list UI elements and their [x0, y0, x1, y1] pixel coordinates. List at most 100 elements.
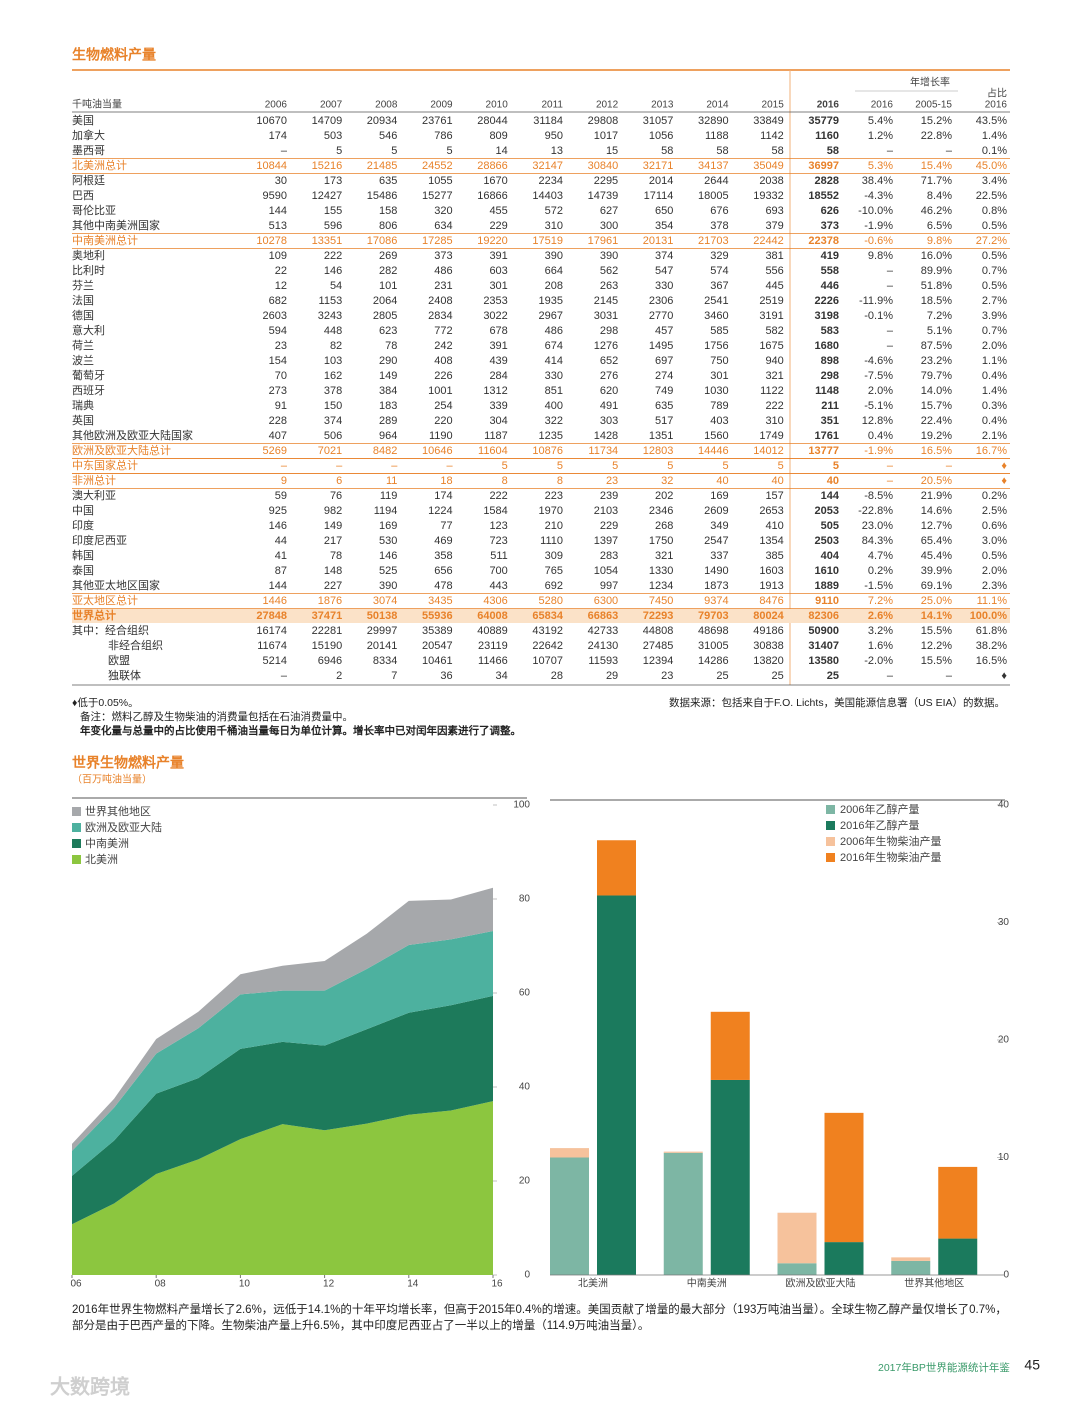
cell: 228 — [269, 415, 287, 427]
cell: 448 — [324, 325, 342, 337]
cell: -4.6% — [864, 355, 893, 367]
cell: 407 — [269, 430, 287, 442]
cell: 511 — [490, 550, 508, 562]
cell: 4306 — [483, 595, 507, 607]
cell: 301 — [710, 370, 728, 382]
cell: 22.4% — [921, 415, 952, 427]
cell: 32147 — [532, 160, 563, 172]
cell: 69.1% — [921, 580, 952, 592]
cell: 210 — [545, 520, 563, 532]
cell: – — [887, 670, 894, 682]
cell: 925 — [269, 505, 287, 517]
cell: 11 — [386, 475, 397, 487]
cell: 594 — [269, 325, 287, 337]
cell: 5.4% — [868, 115, 893, 127]
row-label: 欧盟 — [108, 654, 130, 667]
summary-paragraph: 2016年世界生物燃料产量增长了2.6%，远低于14.1%的十年平均增长率，但高… — [72, 1304, 1007, 1332]
cell: 478 — [434, 580, 452, 592]
cell: 1190 — [429, 430, 453, 442]
cell: 2967 — [539, 310, 563, 322]
column-header: 2010 — [486, 100, 509, 111]
row-label: 中南美洲总计 — [72, 233, 138, 247]
cell: 22642 — [532, 640, 563, 652]
row-label: 北美洲总计 — [72, 158, 127, 172]
cell: – — [281, 145, 288, 157]
cell: 17114 — [644, 190, 674, 202]
cell: 22.8% — [921, 130, 952, 142]
cell: – — [281, 460, 288, 472]
cell: 2103 — [594, 505, 618, 517]
area-series — [72, 1101, 493, 1275]
cell: 14 — [496, 145, 508, 157]
cell: 14012 — [753, 445, 784, 457]
legend-label: 2016年乙醇产量 — [840, 818, 919, 832]
cell: 556 — [765, 265, 783, 277]
cell: 3460 — [704, 310, 728, 322]
cell: 457 — [655, 325, 673, 337]
cell: 2.1% — [982, 430, 1007, 442]
cell: 3198 — [815, 310, 839, 322]
cell: 634 — [434, 220, 452, 232]
cell: 44 — [275, 535, 287, 547]
cell: 8334 — [373, 655, 397, 667]
cell: 82306 — [808, 610, 839, 622]
bar-segment — [710, 1011, 750, 1080]
cell: 10278 — [256, 235, 287, 247]
cell: 15277 — [422, 190, 453, 202]
cell: 20547 — [422, 640, 453, 652]
legend-swatch — [72, 823, 81, 832]
cell: 28 — [551, 670, 563, 682]
row-label: 墨西哥 — [72, 144, 105, 157]
cell: 19220 — [477, 235, 508, 247]
cell: 9 — [281, 475, 287, 487]
cell: 303 — [600, 415, 618, 427]
cell: 30 — [275, 175, 287, 187]
cell: 7021 — [318, 445, 342, 457]
legend-swatch — [826, 853, 835, 862]
cell: 403 — [710, 415, 728, 427]
cell: 1495 — [649, 340, 673, 352]
cell: 390 — [379, 580, 397, 592]
cell: 1030 — [704, 385, 728, 397]
cell: 91 — [275, 400, 287, 412]
cell: 772 — [434, 325, 452, 337]
cell: 1235 — [539, 430, 563, 442]
cell: 25 — [827, 670, 839, 682]
cell: 77 — [440, 520, 452, 532]
cell: 12803 — [643, 445, 674, 457]
cell: – — [391, 460, 398, 472]
x-tick-label: 12 — [323, 1279, 335, 1290]
cell: 2145 — [594, 295, 618, 307]
cell: 390 — [545, 250, 563, 262]
growth-header: 年增长率 — [910, 76, 950, 89]
table-title: 生物燃料产量 — [72, 47, 156, 63]
cell: 17961 — [588, 235, 619, 247]
cell: 10707 — [532, 655, 563, 667]
cell: 31057 — [643, 115, 674, 127]
cell: 9590 — [263, 190, 287, 202]
cell: 58 — [827, 145, 839, 157]
cell: 5214 — [263, 655, 287, 667]
cell: 40889 — [477, 625, 508, 637]
cell: 13351 — [312, 235, 343, 247]
cell: 627 — [600, 205, 618, 217]
cell: 0.8% — [982, 205, 1007, 217]
cell: 1276 — [594, 340, 618, 352]
cell: 1330 — [649, 565, 673, 577]
cell: 1610 — [815, 565, 839, 577]
cell: 15.7% — [921, 400, 952, 412]
cell: 8 — [502, 475, 508, 487]
cell: -2.0% — [864, 655, 893, 667]
cell: 217 — [324, 535, 342, 547]
cell: 16.5% — [976, 655, 1007, 667]
cell: 226 — [434, 370, 452, 382]
cell: 5 — [446, 145, 452, 157]
cell: 30838 — [753, 640, 784, 652]
legend-label: 2006年乙醇产量 — [840, 802, 919, 816]
cell: 43192 — [532, 625, 563, 637]
cell: 223 — [545, 490, 563, 502]
cell: 12 — [275, 280, 287, 292]
row-label: 美国 — [72, 114, 94, 127]
